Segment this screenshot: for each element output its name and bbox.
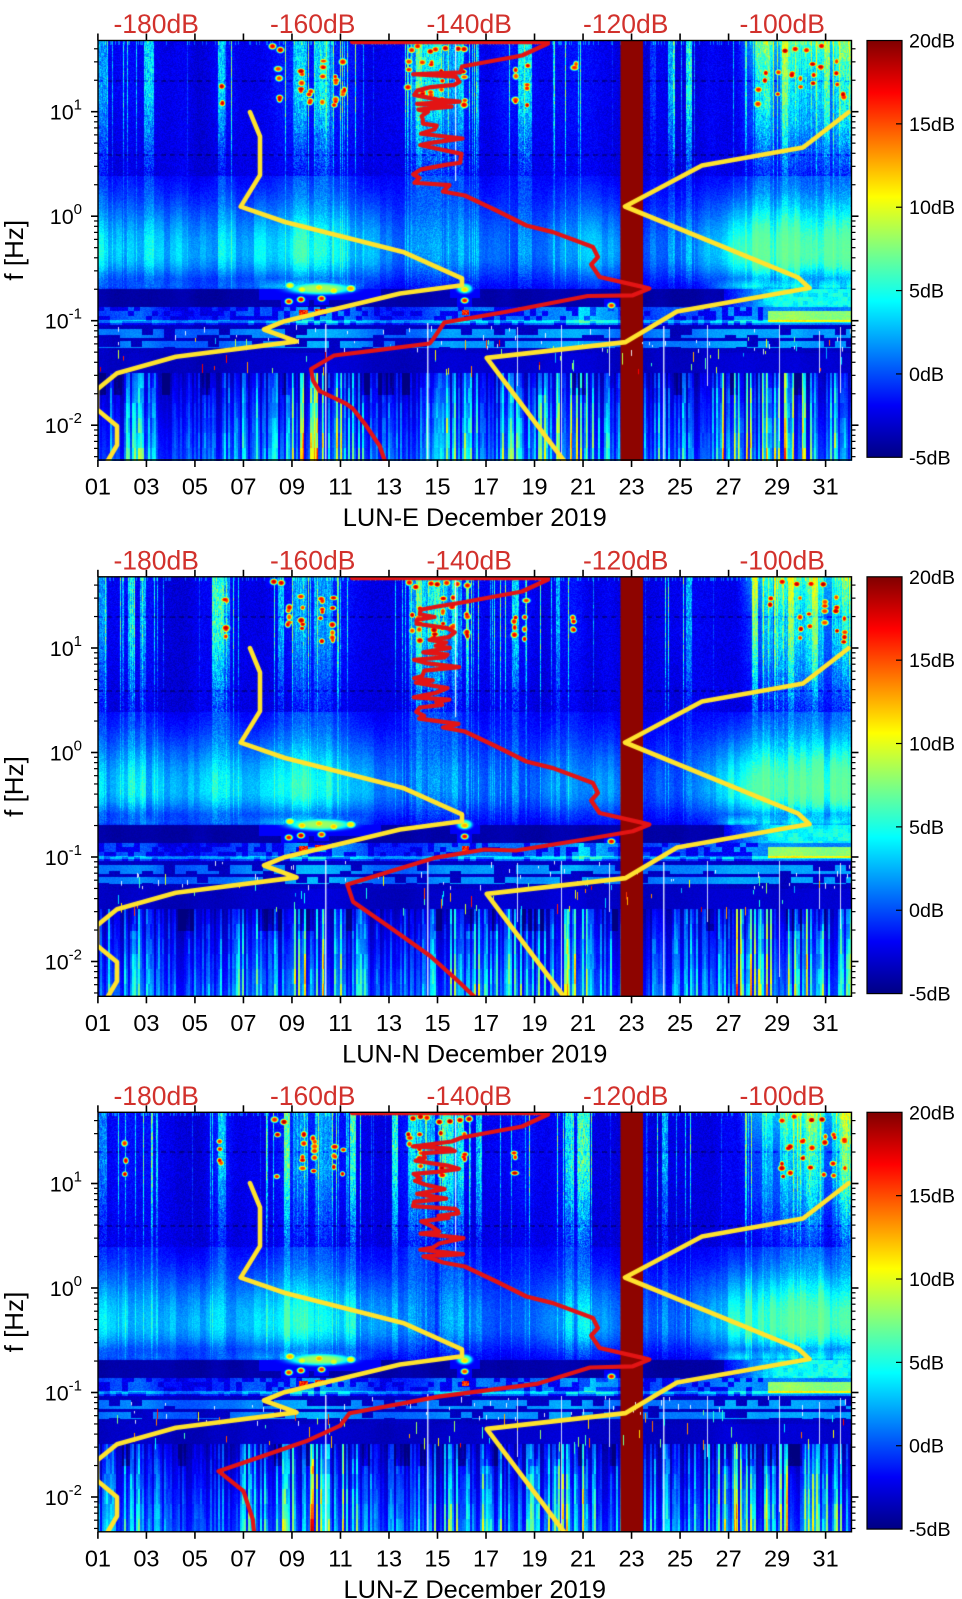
svg-text:LUN-N December 2019: LUN-N December 2019 bbox=[342, 1040, 607, 1068]
svg-text:10-2: 10-2 bbox=[45, 947, 82, 975]
svg-text:05: 05 bbox=[182, 1545, 208, 1571]
svg-text:10-1: 10-1 bbox=[45, 842, 82, 870]
svg-text:-140dB: -140dB bbox=[426, 9, 511, 39]
svg-text:21: 21 bbox=[570, 474, 596, 500]
svg-text:101: 101 bbox=[50, 633, 82, 661]
svg-text:01: 01 bbox=[85, 1010, 111, 1036]
svg-text:-120dB: -120dB bbox=[583, 1081, 668, 1111]
svg-text:15dB: 15dB bbox=[909, 114, 955, 136]
svg-text:19: 19 bbox=[521, 1545, 547, 1571]
svg-text:-5dB: -5dB bbox=[909, 984, 951, 1006]
svg-text:27: 27 bbox=[716, 474, 742, 500]
svg-text:09: 09 bbox=[279, 1010, 305, 1036]
svg-text:10dB: 10dB bbox=[909, 197, 955, 219]
svg-text:01: 01 bbox=[85, 1545, 111, 1571]
svg-text:07: 07 bbox=[230, 1010, 256, 1036]
svg-text:-100dB: -100dB bbox=[739, 9, 824, 39]
svg-text:09: 09 bbox=[279, 474, 305, 500]
svg-text:29: 29 bbox=[764, 474, 790, 500]
svg-text:-5dB: -5dB bbox=[909, 1519, 951, 1541]
svg-text:20dB: 20dB bbox=[909, 31, 955, 53]
svg-text:100: 100 bbox=[50, 1273, 82, 1301]
svg-text:-160dB: -160dB bbox=[270, 9, 355, 39]
svg-text:11: 11 bbox=[328, 1010, 352, 1036]
svg-text:-180dB: -180dB bbox=[113, 545, 198, 575]
svg-text:29: 29 bbox=[764, 1545, 790, 1571]
svg-text:101: 101 bbox=[50, 97, 82, 125]
svg-text:15: 15 bbox=[424, 474, 450, 500]
svg-text:17: 17 bbox=[473, 1545, 499, 1571]
svg-text:-120dB: -120dB bbox=[583, 9, 668, 39]
svg-text:13: 13 bbox=[376, 1010, 402, 1036]
svg-text:15dB: 15dB bbox=[909, 650, 955, 672]
svg-text:01: 01 bbox=[85, 474, 111, 500]
svg-text:31: 31 bbox=[813, 1010, 839, 1036]
svg-text:19: 19 bbox=[521, 1010, 547, 1036]
svg-text:10dB: 10dB bbox=[909, 734, 955, 756]
svg-text:20dB: 20dB bbox=[909, 567, 955, 589]
svg-text:31: 31 bbox=[813, 1545, 839, 1571]
svg-text:-100dB: -100dB bbox=[739, 1081, 824, 1111]
svg-text:15: 15 bbox=[424, 1545, 450, 1571]
svg-text:29: 29 bbox=[764, 1010, 790, 1036]
svg-text:25: 25 bbox=[667, 1010, 693, 1036]
svg-text:05: 05 bbox=[182, 474, 208, 500]
svg-text:20dB: 20dB bbox=[909, 1102, 955, 1124]
svg-text:03: 03 bbox=[133, 474, 159, 500]
svg-text:100: 100 bbox=[50, 201, 82, 229]
svg-text:21: 21 bbox=[570, 1545, 596, 1571]
svg-text:-140dB: -140dB bbox=[426, 545, 511, 575]
svg-text:07: 07 bbox=[230, 474, 256, 500]
svg-text:17: 17 bbox=[473, 474, 499, 500]
svg-text:100: 100 bbox=[50, 738, 82, 766]
svg-text:101: 101 bbox=[50, 1169, 82, 1197]
svg-text:-160dB: -160dB bbox=[270, 1081, 355, 1111]
svg-text:11: 11 bbox=[328, 1545, 352, 1571]
svg-text:f [Hz]: f [Hz] bbox=[0, 756, 29, 817]
svg-text:-160dB: -160dB bbox=[270, 545, 355, 575]
svg-text:f [Hz]: f [Hz] bbox=[0, 220, 29, 281]
svg-text:13: 13 bbox=[376, 1545, 402, 1571]
svg-text:5dB: 5dB bbox=[909, 281, 944, 303]
svg-text:10-2: 10-2 bbox=[45, 410, 82, 438]
svg-text:0dB: 0dB bbox=[909, 364, 944, 386]
svg-text:LUN-E December 2019: LUN-E December 2019 bbox=[343, 504, 607, 532]
svg-text:-5dB: -5dB bbox=[909, 447, 951, 469]
svg-text:23: 23 bbox=[618, 474, 644, 500]
svg-text:13: 13 bbox=[376, 474, 402, 500]
svg-text:-140dB: -140dB bbox=[426, 1081, 511, 1111]
svg-text:11: 11 bbox=[328, 474, 352, 500]
svg-text:21: 21 bbox=[570, 1010, 596, 1036]
svg-text:25: 25 bbox=[667, 474, 693, 500]
svg-text:03: 03 bbox=[133, 1010, 159, 1036]
svg-text:LUN-Z December 2019: LUN-Z December 2019 bbox=[344, 1576, 606, 1599]
svg-text:-100dB: -100dB bbox=[739, 545, 824, 575]
svg-text:27: 27 bbox=[716, 1545, 742, 1571]
svg-text:05: 05 bbox=[182, 1010, 208, 1036]
svg-text:19: 19 bbox=[521, 474, 547, 500]
svg-text:10-1: 10-1 bbox=[45, 306, 82, 334]
svg-text:0dB: 0dB bbox=[909, 900, 944, 922]
svg-text:10-2: 10-2 bbox=[45, 1482, 82, 1510]
svg-text:03: 03 bbox=[133, 1545, 159, 1571]
svg-text:-180dB: -180dB bbox=[113, 9, 198, 39]
svg-text:23: 23 bbox=[618, 1010, 644, 1036]
svg-text:31: 31 bbox=[813, 474, 839, 500]
svg-text:15dB: 15dB bbox=[909, 1186, 955, 1208]
svg-text:27: 27 bbox=[716, 1010, 742, 1036]
svg-text:5dB: 5dB bbox=[909, 1352, 944, 1374]
svg-text:17: 17 bbox=[473, 1010, 499, 1036]
svg-text:10dB: 10dB bbox=[909, 1269, 955, 1291]
svg-text:25: 25 bbox=[667, 1545, 693, 1571]
svg-text:0dB: 0dB bbox=[909, 1436, 944, 1458]
svg-text:15: 15 bbox=[424, 1010, 450, 1036]
svg-text:-180dB: -180dB bbox=[113, 1081, 198, 1111]
svg-text:07: 07 bbox=[230, 1545, 256, 1571]
svg-text:-120dB: -120dB bbox=[583, 545, 668, 575]
svg-text:5dB: 5dB bbox=[909, 817, 944, 839]
svg-text:09: 09 bbox=[279, 1545, 305, 1571]
svg-text:23: 23 bbox=[618, 1545, 644, 1571]
svg-text:f [Hz]: f [Hz] bbox=[0, 1292, 29, 1353]
svg-text:10-1: 10-1 bbox=[45, 1378, 82, 1406]
